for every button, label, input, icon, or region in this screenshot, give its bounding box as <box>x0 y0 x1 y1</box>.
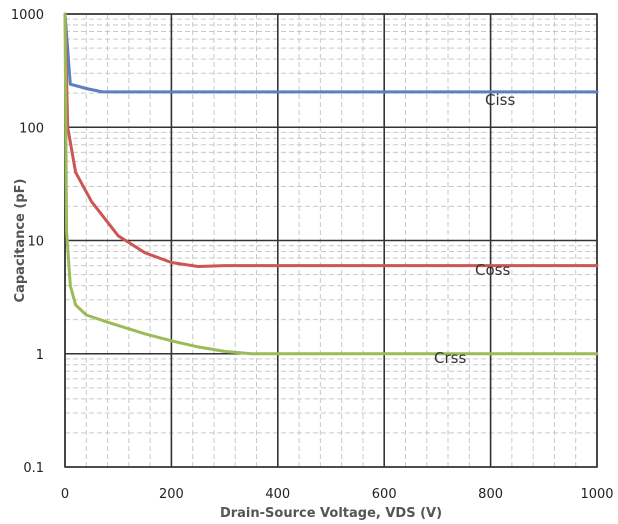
y-axis-title: Capacitance (pF) <box>13 179 28 303</box>
x-tick-label: 600 <box>372 487 397 502</box>
series-line-ciss <box>63 12 599 94</box>
series-label-crss: Crss <box>434 349 466 367</box>
y-tick-label: 0.1 <box>23 461 44 476</box>
x-tick-label: 0 <box>61 487 69 502</box>
x-tick-label: 1000 <box>580 487 613 502</box>
series-line-coss <box>63 12 599 268</box>
y-tick-label: 10 <box>27 235 44 250</box>
x-tick-label: 800 <box>478 487 503 502</box>
y-tick-label: 100 <box>19 121 44 136</box>
y-tick-label: 1000 <box>11 8 44 23</box>
series-labels: Ciss Coss Crss <box>434 91 515 367</box>
x-tick-label: 400 <box>265 487 290 502</box>
series-lines <box>63 12 599 356</box>
x-tick-labels: 0 200 400 600 800 1000 <box>61 487 614 502</box>
y-tick-labels: 0.1 1 10 100 1000 <box>11 8 44 476</box>
series-label-coss: Coss <box>475 261 510 279</box>
plot-frame <box>64 13 598 468</box>
series-line-crss <box>63 12 599 356</box>
y-tick-label: 1 <box>36 348 44 363</box>
series-label-ciss: Ciss <box>485 91 515 109</box>
x-tick-label: 200 <box>159 487 184 502</box>
x-axis-title: Drain-Source Voltage, VDS (V) <box>220 506 442 521</box>
